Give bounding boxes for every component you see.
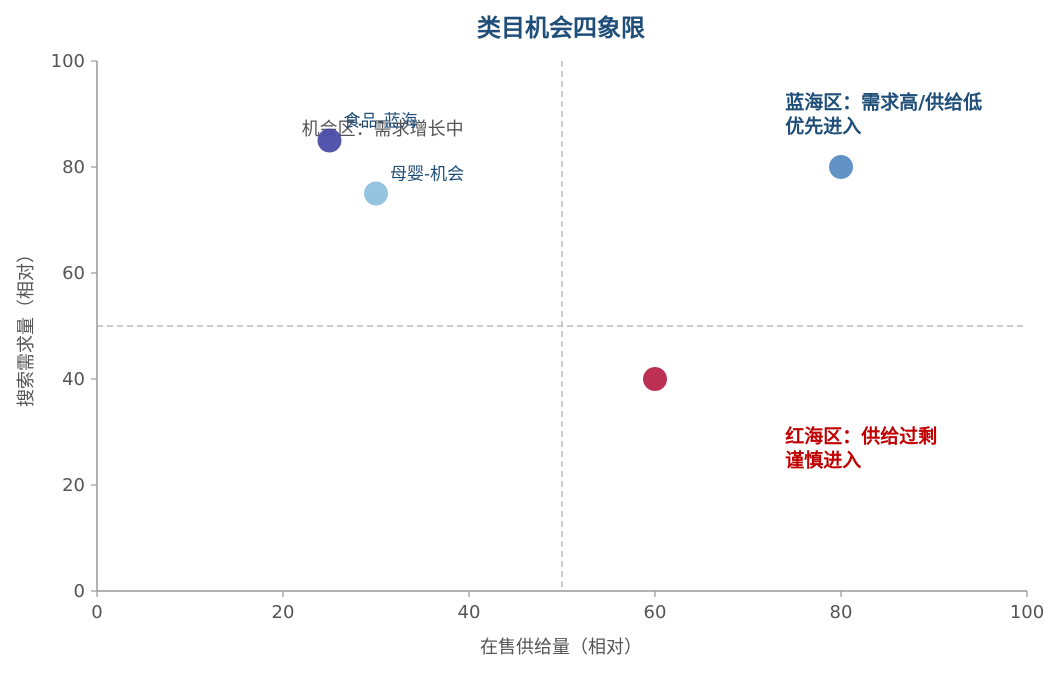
scatter-point (364, 181, 388, 206)
scatter-point (643, 367, 667, 391)
zone-annotation-blue-line: 优先进入 (785, 115, 861, 138)
point-label: 食品-蓝海 (344, 112, 418, 132)
zone-annotation-opportunity-line: 机会区：需求增长中 (302, 119, 464, 140)
reference-lines (97, 61, 1027, 591)
zone-annotation-blue-line: 蓝海区：需求高/供给低 (785, 91, 982, 114)
scatter-points (317, 128, 853, 391)
x-tick-label: 0 (91, 602, 102, 623)
zone-annotation-red-line: 谨慎进入 (785, 449, 861, 472)
chart-title: 类目机会四象限 (477, 14, 645, 42)
y-tick-label: 100 (51, 51, 85, 72)
y-tick-label: 40 (62, 369, 85, 390)
tick-labels: 0 20 40 60 80 100 0 20 40 60 80 100 (51, 51, 1045, 623)
y-tick-label: 20 (62, 475, 85, 496)
y-tick-label: 80 (62, 157, 85, 178)
x-tick-label: 40 (458, 602, 481, 623)
x-tick-label: 20 (272, 602, 295, 623)
scatter-point (317, 128, 342, 153)
y-tick-label: 0 (74, 581, 85, 602)
scatter-point (829, 155, 853, 179)
x-tick-label: 100 (1010, 602, 1044, 623)
point-label: 母婴-机会 (390, 165, 464, 185)
x-tick-label: 60 (644, 602, 667, 623)
x-axis-label: 在售供给量（相对） (480, 637, 642, 658)
zone-annotation-red-line: 红海区：供给过剩 (785, 425, 937, 448)
x-tick-label: 80 (830, 602, 853, 623)
axes (91, 60, 1028, 597)
y-axis-label: 搜索需求量（相对） (16, 245, 37, 407)
y-tick-label: 60 (62, 263, 85, 284)
